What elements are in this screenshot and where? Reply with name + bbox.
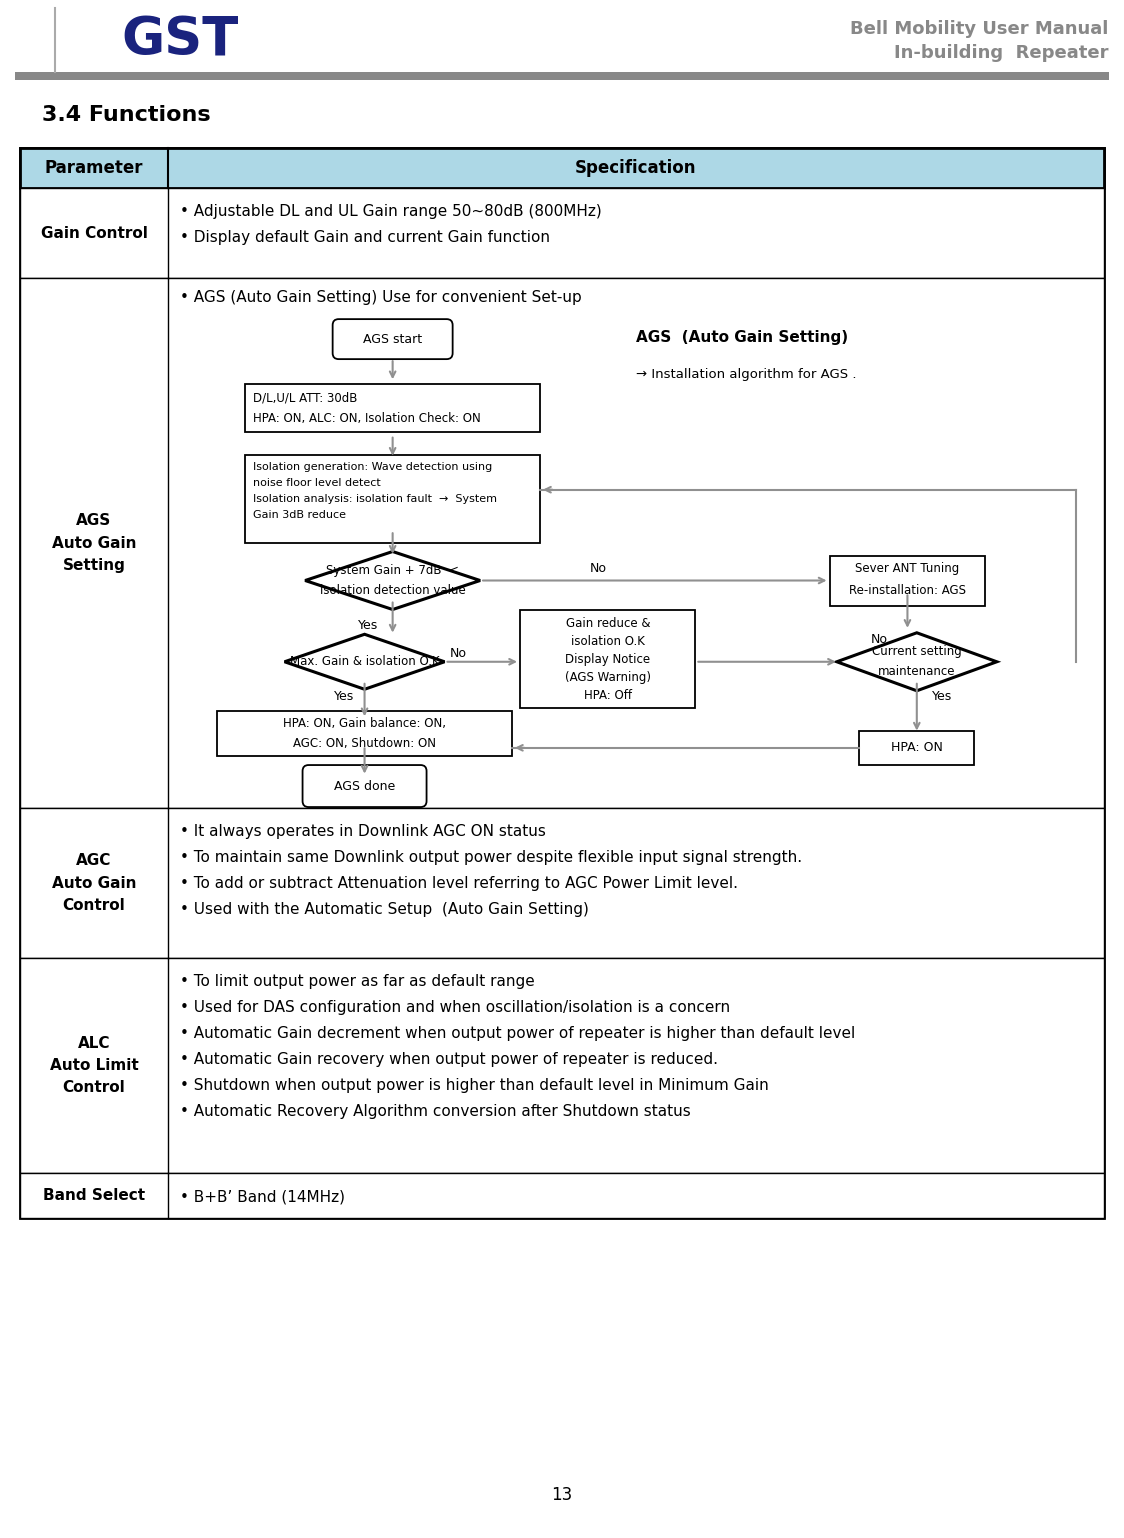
- Text: isolation O.K: isolation O.K: [571, 635, 645, 647]
- Text: Bell Mobility User Manual: Bell Mobility User Manual: [850, 20, 1108, 38]
- Text: • To maintain same Downlink output power despite flexible input signal strength.: • To maintain same Downlink output power…: [180, 851, 803, 864]
- Text: • It always operates in Downlink AGC ON status: • It always operates in Downlink AGC ON …: [180, 824, 546, 840]
- Bar: [20, 1173, 1104, 1218]
- Text: • Used for DAS configuration and when oscillation/isolation is a concern: • Used for DAS configuration and when os…: [180, 1000, 731, 1015]
- Text: AGS done: AGS done: [334, 780, 396, 792]
- Polygon shape: [284, 634, 445, 689]
- FancyBboxPatch shape: [302, 764, 427, 807]
- Text: • To add or subtract Attenuation level referring to AGC Power Limit level.: • To add or subtract Attenuation level r…: [180, 877, 738, 891]
- Text: AGC
Auto Gain
Control: AGC Auto Gain Control: [52, 854, 136, 912]
- Text: HPA: ON: HPA: ON: [891, 741, 943, 754]
- Text: • AGS (Auto Gain Setting) Use for convenient Set-up: • AGS (Auto Gain Setting) Use for conven…: [180, 291, 582, 305]
- Text: • To limit output power as far as default range: • To limit output power as far as defaul…: [180, 974, 535, 989]
- Bar: [20, 188, 1104, 278]
- Text: Yes: Yes: [335, 691, 355, 703]
- Text: Display Notice: Display Notice: [565, 652, 651, 666]
- Text: Yes: Yes: [357, 618, 378, 632]
- Bar: [245, 384, 541, 432]
- Text: Re-installation: AGS: Re-installation: AGS: [849, 584, 966, 597]
- Polygon shape: [305, 552, 480, 609]
- Text: Gain reduce &: Gain reduce &: [565, 617, 650, 631]
- Text: Specification: Specification: [575, 158, 697, 177]
- Text: AGS  (Auto Gain Setting): AGS (Auto Gain Setting): [636, 329, 849, 345]
- Text: • B+B’ Band (14MHz): • B+B’ Band (14MHz): [180, 1189, 345, 1204]
- Text: Gain 3dB reduce: Gain 3dB reduce: [253, 511, 346, 520]
- Bar: [520, 611, 696, 709]
- Text: D/L,U/L ATT: 30dB: D/L,U/L ATT: 30dB: [253, 392, 357, 404]
- Bar: [15, 72, 1109, 80]
- Text: 3.4 Functions: 3.4 Functions: [42, 105, 210, 125]
- Polygon shape: [836, 632, 997, 691]
- Text: 13: 13: [552, 1486, 572, 1504]
- Text: No: No: [870, 634, 888, 646]
- Text: HPA: ON, Gain balance: ON,: HPA: ON, Gain balance: ON,: [283, 717, 446, 731]
- Text: • Adjustable DL and UL Gain range 50~80dB (800MHz): • Adjustable DL and UL Gain range 50~80d…: [180, 205, 601, 218]
- Text: • Used with the Automatic Setup  (Auto Gain Setting): • Used with the Automatic Setup (Auto Ga…: [180, 901, 589, 917]
- Text: Isolation analysis: isolation fault  →  System: Isolation analysis: isolation fault → Sy…: [253, 494, 497, 504]
- Bar: [217, 711, 513, 757]
- Text: • Automatic Gain recovery when output power of repeater is reduced.: • Automatic Gain recovery when output po…: [180, 1052, 718, 1067]
- Text: Isolation generation: Wave detection using: Isolation generation: Wave detection usi…: [253, 463, 492, 472]
- Text: Sever ANT Tuning: Sever ANT Tuning: [855, 561, 960, 575]
- Text: Max. Gain & isolation O.K: Max. Gain & isolation O.K: [290, 655, 439, 669]
- Text: maintenance: maintenance: [878, 666, 955, 678]
- Text: • Automatic Gain decrement when output power of repeater is higher than default : • Automatic Gain decrement when output p…: [180, 1026, 855, 1041]
- Text: AGC: ON, Shutdown: ON: AGC: ON, Shutdown: ON: [293, 737, 436, 751]
- Text: No: No: [589, 561, 607, 575]
- Text: • Shutdown when output power is higher than default level in Minimum Gain: • Shutdown when output power is higher t…: [180, 1078, 769, 1094]
- Text: isolation detection value: isolation detection value: [319, 584, 465, 597]
- FancyBboxPatch shape: [333, 318, 453, 358]
- Text: noise floor level detect: noise floor level detect: [253, 478, 381, 488]
- Text: Current setting: Current setting: [872, 646, 962, 658]
- Text: No: No: [450, 647, 466, 660]
- Text: Band Select: Band Select: [43, 1187, 145, 1203]
- Text: ALC
Auto Limit
Control: ALC Auto Limit Control: [49, 1035, 138, 1095]
- Text: AGS
Auto Gain
Setting: AGS Auto Gain Setting: [52, 514, 136, 572]
- Text: (AGS Warning): (AGS Warning): [565, 671, 651, 684]
- Text: • Display default Gain and current Gain function: • Display default Gain and current Gain …: [180, 231, 550, 245]
- Text: HPA: Off: HPA: Off: [584, 689, 632, 701]
- Text: AGS start: AGS start: [363, 332, 423, 346]
- Bar: [20, 278, 1104, 807]
- Bar: [20, 148, 1104, 1218]
- Text: Yes: Yes: [932, 691, 952, 703]
- Bar: [830, 555, 985, 606]
- Text: → Installation algorithm for AGS .: → Installation algorithm for AGS .: [636, 368, 856, 381]
- Text: Gain Control: Gain Control: [40, 226, 147, 240]
- Text: GST: GST: [121, 14, 238, 66]
- Bar: [20, 148, 1104, 188]
- Bar: [20, 958, 1104, 1173]
- Bar: [245, 455, 541, 543]
- Text: • Automatic Recovery Algorithm conversion after Shutdown status: • Automatic Recovery Algorithm conversio…: [180, 1104, 691, 1120]
- Bar: [20, 807, 1104, 958]
- Text: System Gain + 7dB  <: System Gain + 7dB <: [326, 564, 459, 577]
- Text: HPA: ON, ALC: ON, Isolation Check: ON: HPA: ON, ALC: ON, Isolation Check: ON: [253, 412, 481, 424]
- Text: In-building  Repeater: In-building Repeater: [894, 45, 1108, 62]
- Bar: [860, 731, 975, 764]
- Text: Parameter: Parameter: [45, 158, 143, 177]
